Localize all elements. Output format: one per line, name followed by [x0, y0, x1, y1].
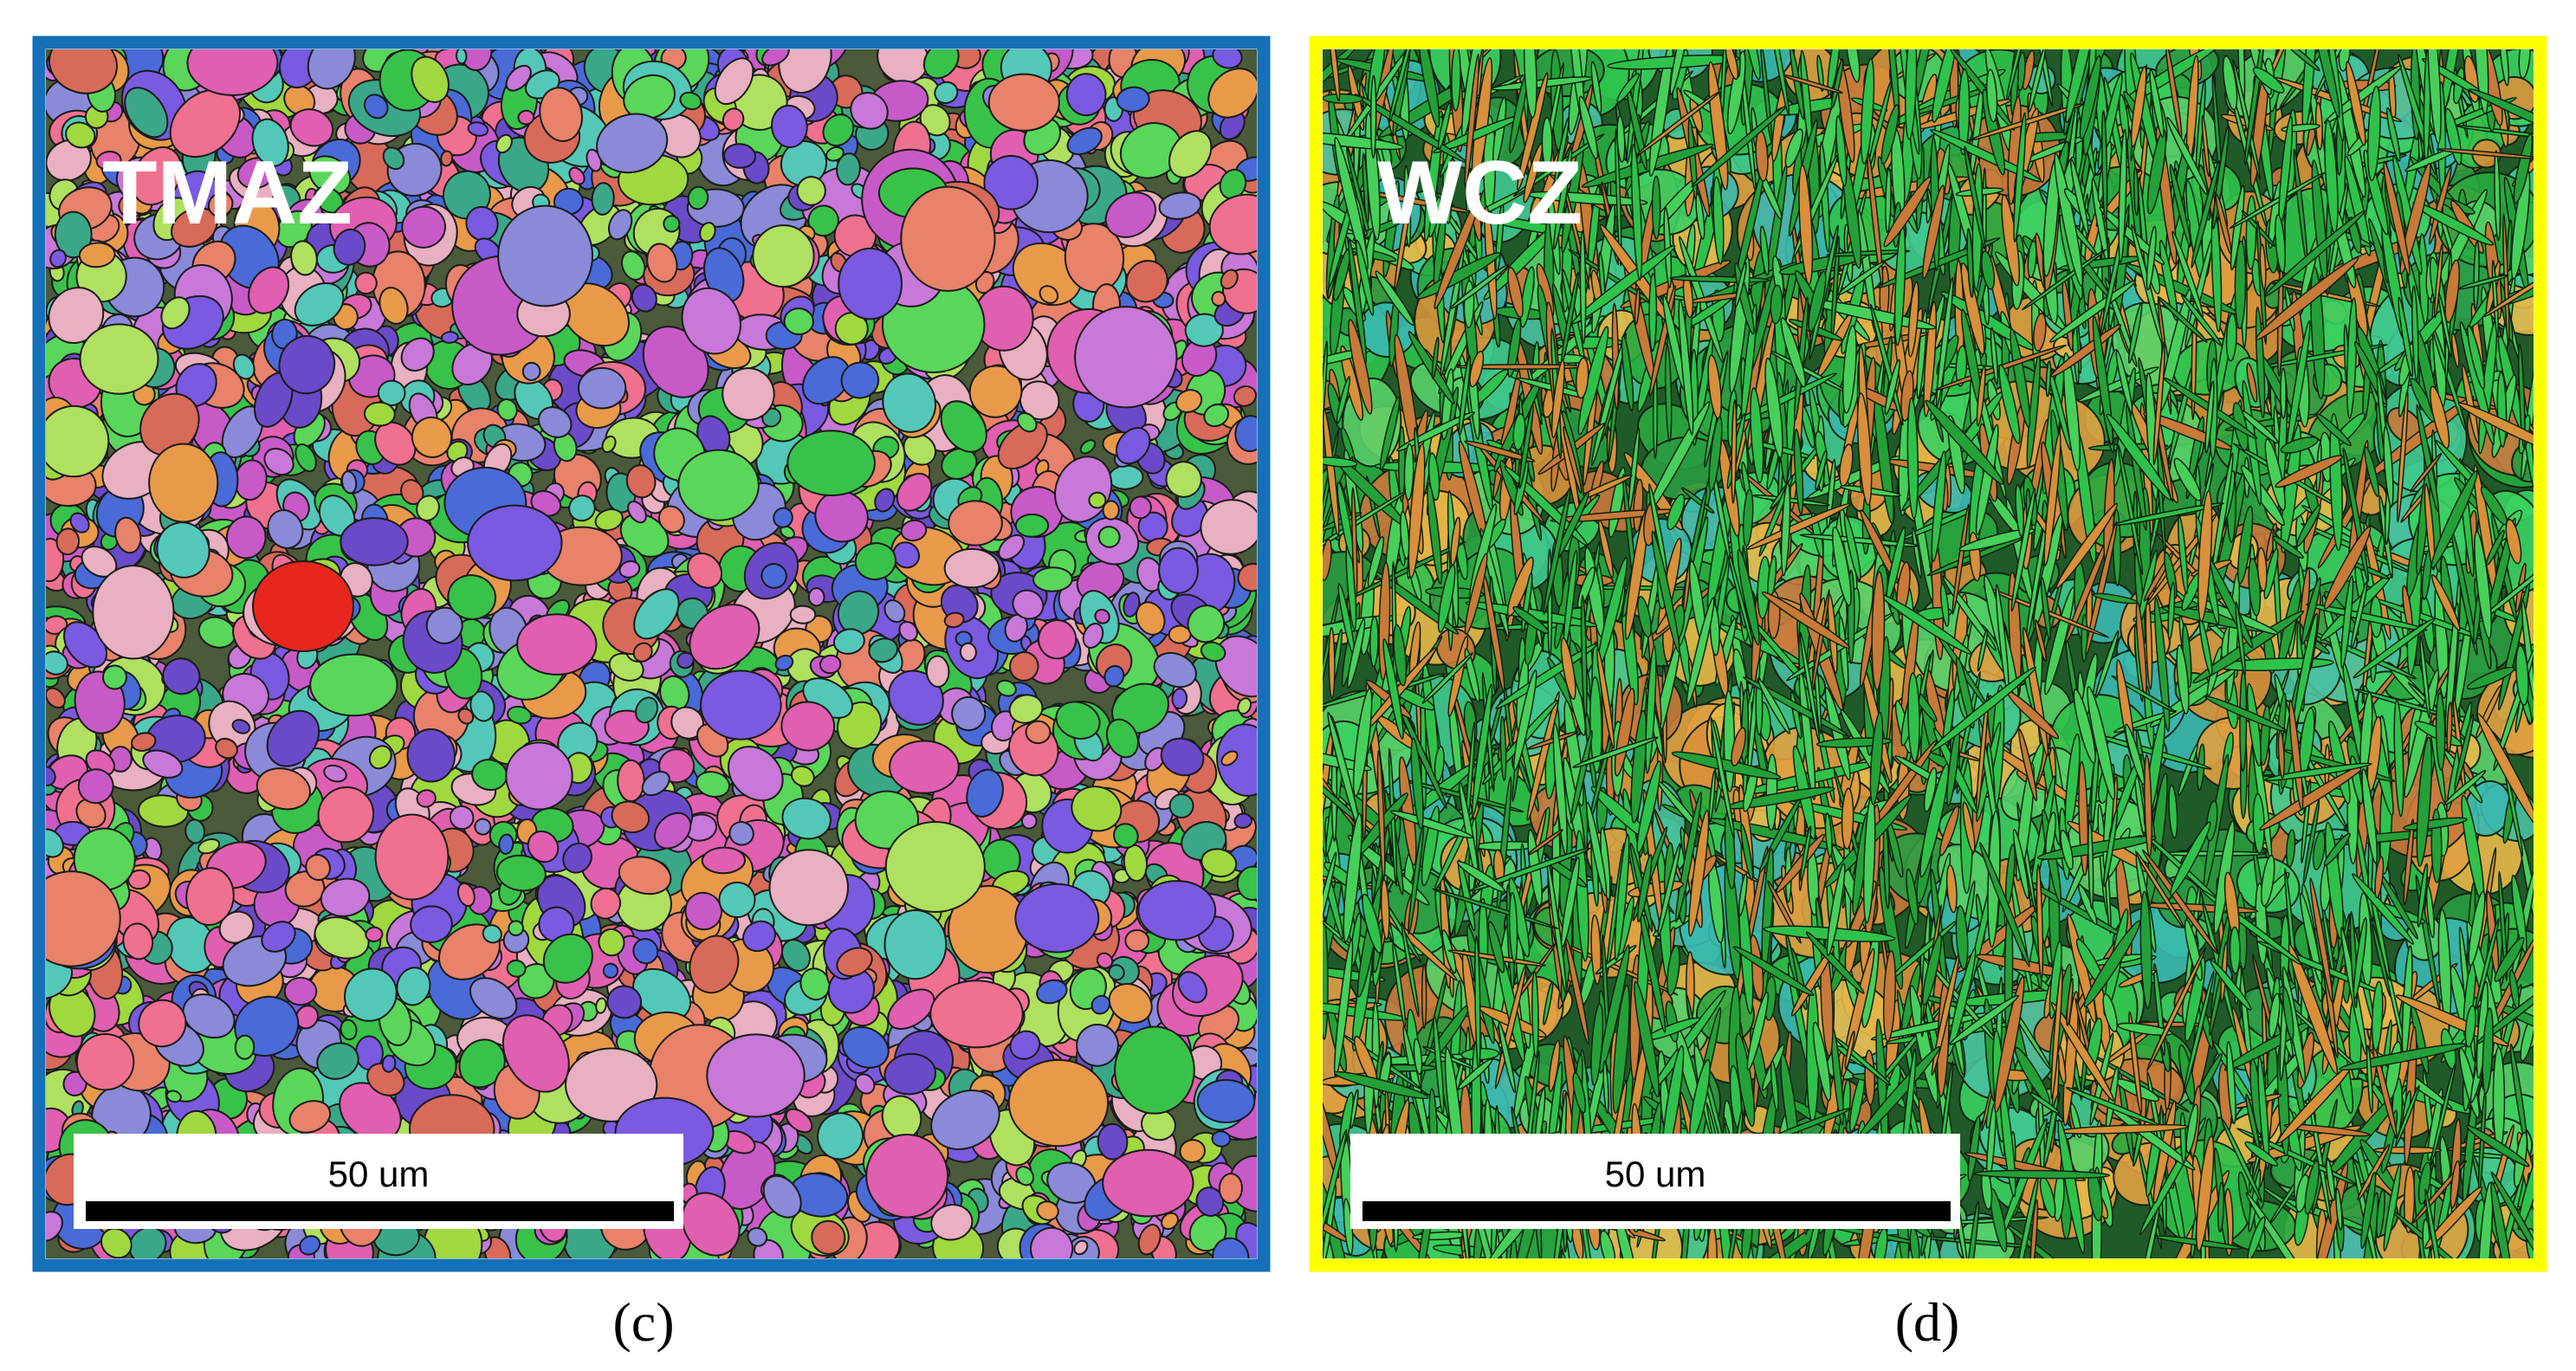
grain	[505, 741, 573, 811]
grain	[1218, 1173, 1243, 1205]
grain	[137, 794, 190, 828]
grain	[252, 560, 354, 652]
grain	[706, 1033, 806, 1118]
grain	[900, 185, 996, 292]
grain	[363, 401, 396, 427]
grain	[701, 846, 747, 875]
grain	[807, 587, 825, 607]
grain	[440, 331, 459, 344]
grain	[1025, 720, 1052, 745]
grain	[699, 669, 782, 740]
grain	[883, 909, 948, 980]
grain	[521, 361, 541, 381]
grain	[1074, 306, 1178, 409]
grain	[884, 821, 986, 913]
grain	[663, 215, 681, 233]
grain	[184, 818, 206, 844]
grain	[75, 1033, 135, 1091]
grain	[283, 976, 318, 1006]
grain	[1102, 1148, 1194, 1218]
grain	[718, 881, 756, 919]
grain	[377, 379, 406, 406]
grain	[1114, 1025, 1195, 1115]
grain	[934, 81, 959, 105]
grain	[1079, 439, 1097, 455]
grain	[948, 500, 1003, 546]
grain	[889, 740, 960, 794]
grain	[1211, 290, 1227, 307]
grain	[865, 1134, 949, 1219]
grain	[929, 980, 1024, 1049]
grain	[1065, 73, 1107, 117]
grain	[943, 547, 1000, 589]
tmaz-map	[46, 49, 1257, 1258]
grain	[768, 849, 850, 927]
grain	[1196, 1078, 1256, 1124]
grain	[577, 366, 627, 410]
grain	[617, 759, 645, 803]
grain	[365, 926, 384, 942]
grain	[987, 73, 1060, 132]
grain	[79, 323, 159, 395]
grain	[1088, 491, 1107, 509]
grain	[789, 605, 817, 624]
grain	[780, 525, 795, 540]
grain	[340, 517, 409, 566]
grain	[1137, 880, 1217, 941]
grain	[786, 430, 876, 497]
grain	[234, 1034, 256, 1060]
grain	[455, 49, 468, 65]
grain	[374, 813, 450, 901]
grain	[148, 443, 219, 523]
grain	[1007, 1058, 1110, 1148]
grain	[467, 504, 563, 582]
grain	[752, 224, 815, 288]
grain	[1158, 546, 1199, 594]
grain	[838, 247, 903, 320]
grain	[1124, 928, 1150, 953]
grain	[92, 565, 175, 660]
grain	[925, 655, 950, 688]
grain	[516, 613, 598, 676]
grain	[1032, 566, 1073, 592]
grain	[1014, 883, 1100, 954]
grain	[1014, 513, 1050, 538]
grain	[497, 204, 594, 307]
grain	[46, 404, 110, 478]
grain	[677, 449, 760, 521]
grain	[309, 653, 398, 717]
